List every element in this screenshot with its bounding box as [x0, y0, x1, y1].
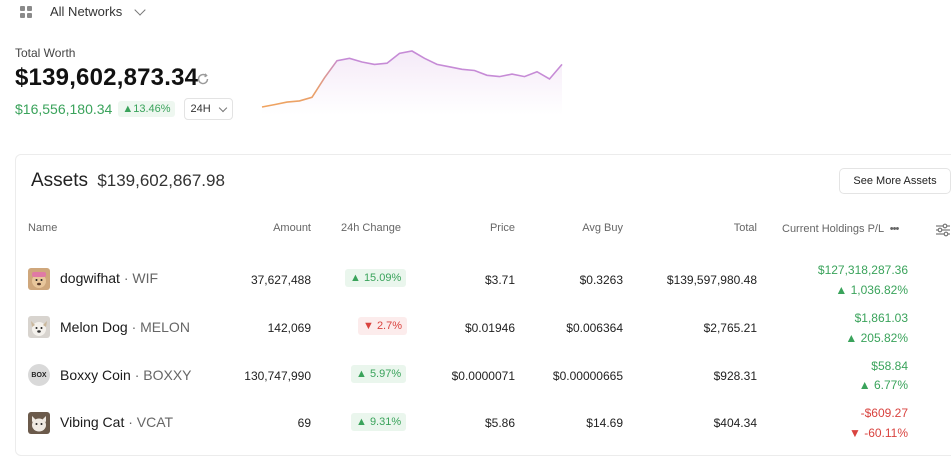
- boxxy-coin-icon: BOX: [28, 364, 50, 386]
- asset-24h-change: ▲ 15.09%: [345, 269, 407, 287]
- assets-total: $139,602,867.98: [97, 171, 225, 190]
- column-header-name[interactable]: Name: [28, 222, 58, 234]
- asset-symbol: · MELON: [131, 319, 190, 335]
- asset-total: $2,765.21: [703, 321, 757, 335]
- sparkline-line: [261, 50, 563, 108]
- column-header-amount[interactable]: Amount: [273, 222, 311, 234]
- asset-pl-percent: ▲ 1,036.82%: [835, 283, 908, 297]
- asset-avg-buy: $0.006364: [566, 321, 623, 335]
- asset-amount: 69: [297, 416, 311, 430]
- asset-symbol: · VCAT: [128, 414, 174, 430]
- asset-pl-amount: $58.84: [871, 359, 908, 373]
- asset-symbol: · BOXXY: [134, 367, 192, 383]
- asset-amount: 130,747,990: [244, 369, 311, 383]
- asset-24h-change: ▼ 2.7%: [358, 317, 408, 335]
- worth-change-row: $16,556,180.34 ▲13.46% 24H: [15, 98, 233, 120]
- asset-total: $928.31: [713, 369, 757, 383]
- column-header-price[interactable]: Price: [489, 222, 515, 234]
- sparkline-area: [262, 51, 562, 115]
- column-header-pl-label: Current Holdings P/L: [782, 223, 884, 235]
- cat-avatar-icon: [28, 412, 50, 434]
- assets-title: Assets: [31, 170, 89, 191]
- chevron-down-icon: [218, 103, 227, 112]
- asset-name: Boxxy Coin · BOXXY: [60, 367, 192, 383]
- asset-amount: 37,627,488: [250, 273, 311, 287]
- worth-change-amount: $16,556,180.34: [15, 101, 113, 117]
- asset-name: Melon Dog · MELON: [60, 319, 190, 335]
- grid-icon: [20, 5, 32, 18]
- asset-avg-buy: $0.3263: [579, 273, 623, 287]
- melon-dog-icon: [28, 316, 50, 338]
- asset-pl-amount: $127,318,287.36: [817, 263, 908, 277]
- asset-pl-amount: -$609.27: [860, 406, 908, 420]
- asset-total: $139,597,980.48: [666, 273, 757, 287]
- asset-row-melon[interactable]: Melon Dog · MELON 142,069 ▼ 2.7% $0.0194…: [0, 307, 951, 347]
- asset-total: $404.34: [713, 416, 757, 430]
- asset-pl-amount: $1,861.03: [854, 311, 908, 325]
- asset-amount: 142,069: [267, 321, 311, 335]
- asset-price: $3.71: [484, 273, 515, 287]
- dog-avatar-icon: [28, 268, 50, 290]
- asset-avg-buy: $0.00000665: [552, 369, 623, 383]
- column-header-avg-buy[interactable]: Avg Buy: [582, 222, 623, 234]
- assets-header: Assets $139,602,867.98: [31, 170, 225, 192]
- asset-name-label: Vibing Cat: [60, 414, 125, 430]
- asset-price: $0.01946: [464, 321, 515, 335]
- asset-name: Vibing Cat · VCAT: [60, 414, 173, 430]
- asset-24h-change: ▲ 9.31%: [351, 413, 407, 431]
- column-header-pl[interactable]: Current Holdings P/L •••: [782, 223, 900, 235]
- see-more-assets-button[interactable]: See More Assets: [839, 168, 951, 194]
- period-dropdown[interactable]: 24H: [183, 98, 233, 120]
- asset-pl-percent: ▼ -60.11%: [848, 426, 908, 440]
- asset-row-wif[interactable]: dogwifhat · WIF 37,627,488 ▲ 15.09% $3.7…: [0, 258, 951, 298]
- asset-name-label: Boxxy Coin: [60, 367, 131, 383]
- asset-name: dogwifhat · WIF: [60, 270, 158, 286]
- asset-price: $5.86: [484, 416, 515, 430]
- asset-pl-percent: ▲ 205.82%: [845, 331, 908, 345]
- asset-row-boxxy[interactable]: BOX Boxxy Coin · BOXXY 130,747,990 ▲ 5.9…: [0, 355, 951, 395]
- worth-change-percent: ▲13.46%: [118, 101, 175, 117]
- asset-symbol: · WIF: [123, 270, 159, 286]
- more-options-icon[interactable]: •••: [889, 223, 900, 235]
- asset-name-label: Melon Dog: [60, 319, 128, 335]
- refresh-icon[interactable]: [196, 72, 210, 86]
- boxxy-coin-icon-text: BOX: [31, 371, 47, 379]
- asset-24h-change: ▲ 5.97%: [351, 365, 407, 383]
- worth-sparkline: [261, 50, 563, 115]
- period-label: 24H: [190, 103, 211, 115]
- asset-avg-buy: $14.69: [586, 416, 623, 430]
- asset-name-label: dogwifhat: [60, 270, 120, 286]
- column-settings-icon[interactable]: [935, 222, 951, 238]
- asset-row-vcat[interactable]: Vibing Cat · VCAT 69 ▲ 9.31% $5.86 $14.6…: [0, 402, 951, 442]
- column-header-total[interactable]: Total: [733, 222, 757, 234]
- total-worth-value: $139,602,873.34: [15, 64, 199, 91]
- network-selector[interactable]: All Networks: [20, 3, 146, 19]
- asset-price: $0.0000071: [451, 369, 515, 383]
- chevron-down-icon: [134, 3, 146, 16]
- network-label: All Networks: [50, 4, 123, 19]
- asset-pl-percent: ▲ 6.77%: [858, 378, 908, 392]
- column-header-24h-change[interactable]: 24h Change: [341, 222, 401, 234]
- total-worth-label: Total Worth: [15, 46, 76, 60]
